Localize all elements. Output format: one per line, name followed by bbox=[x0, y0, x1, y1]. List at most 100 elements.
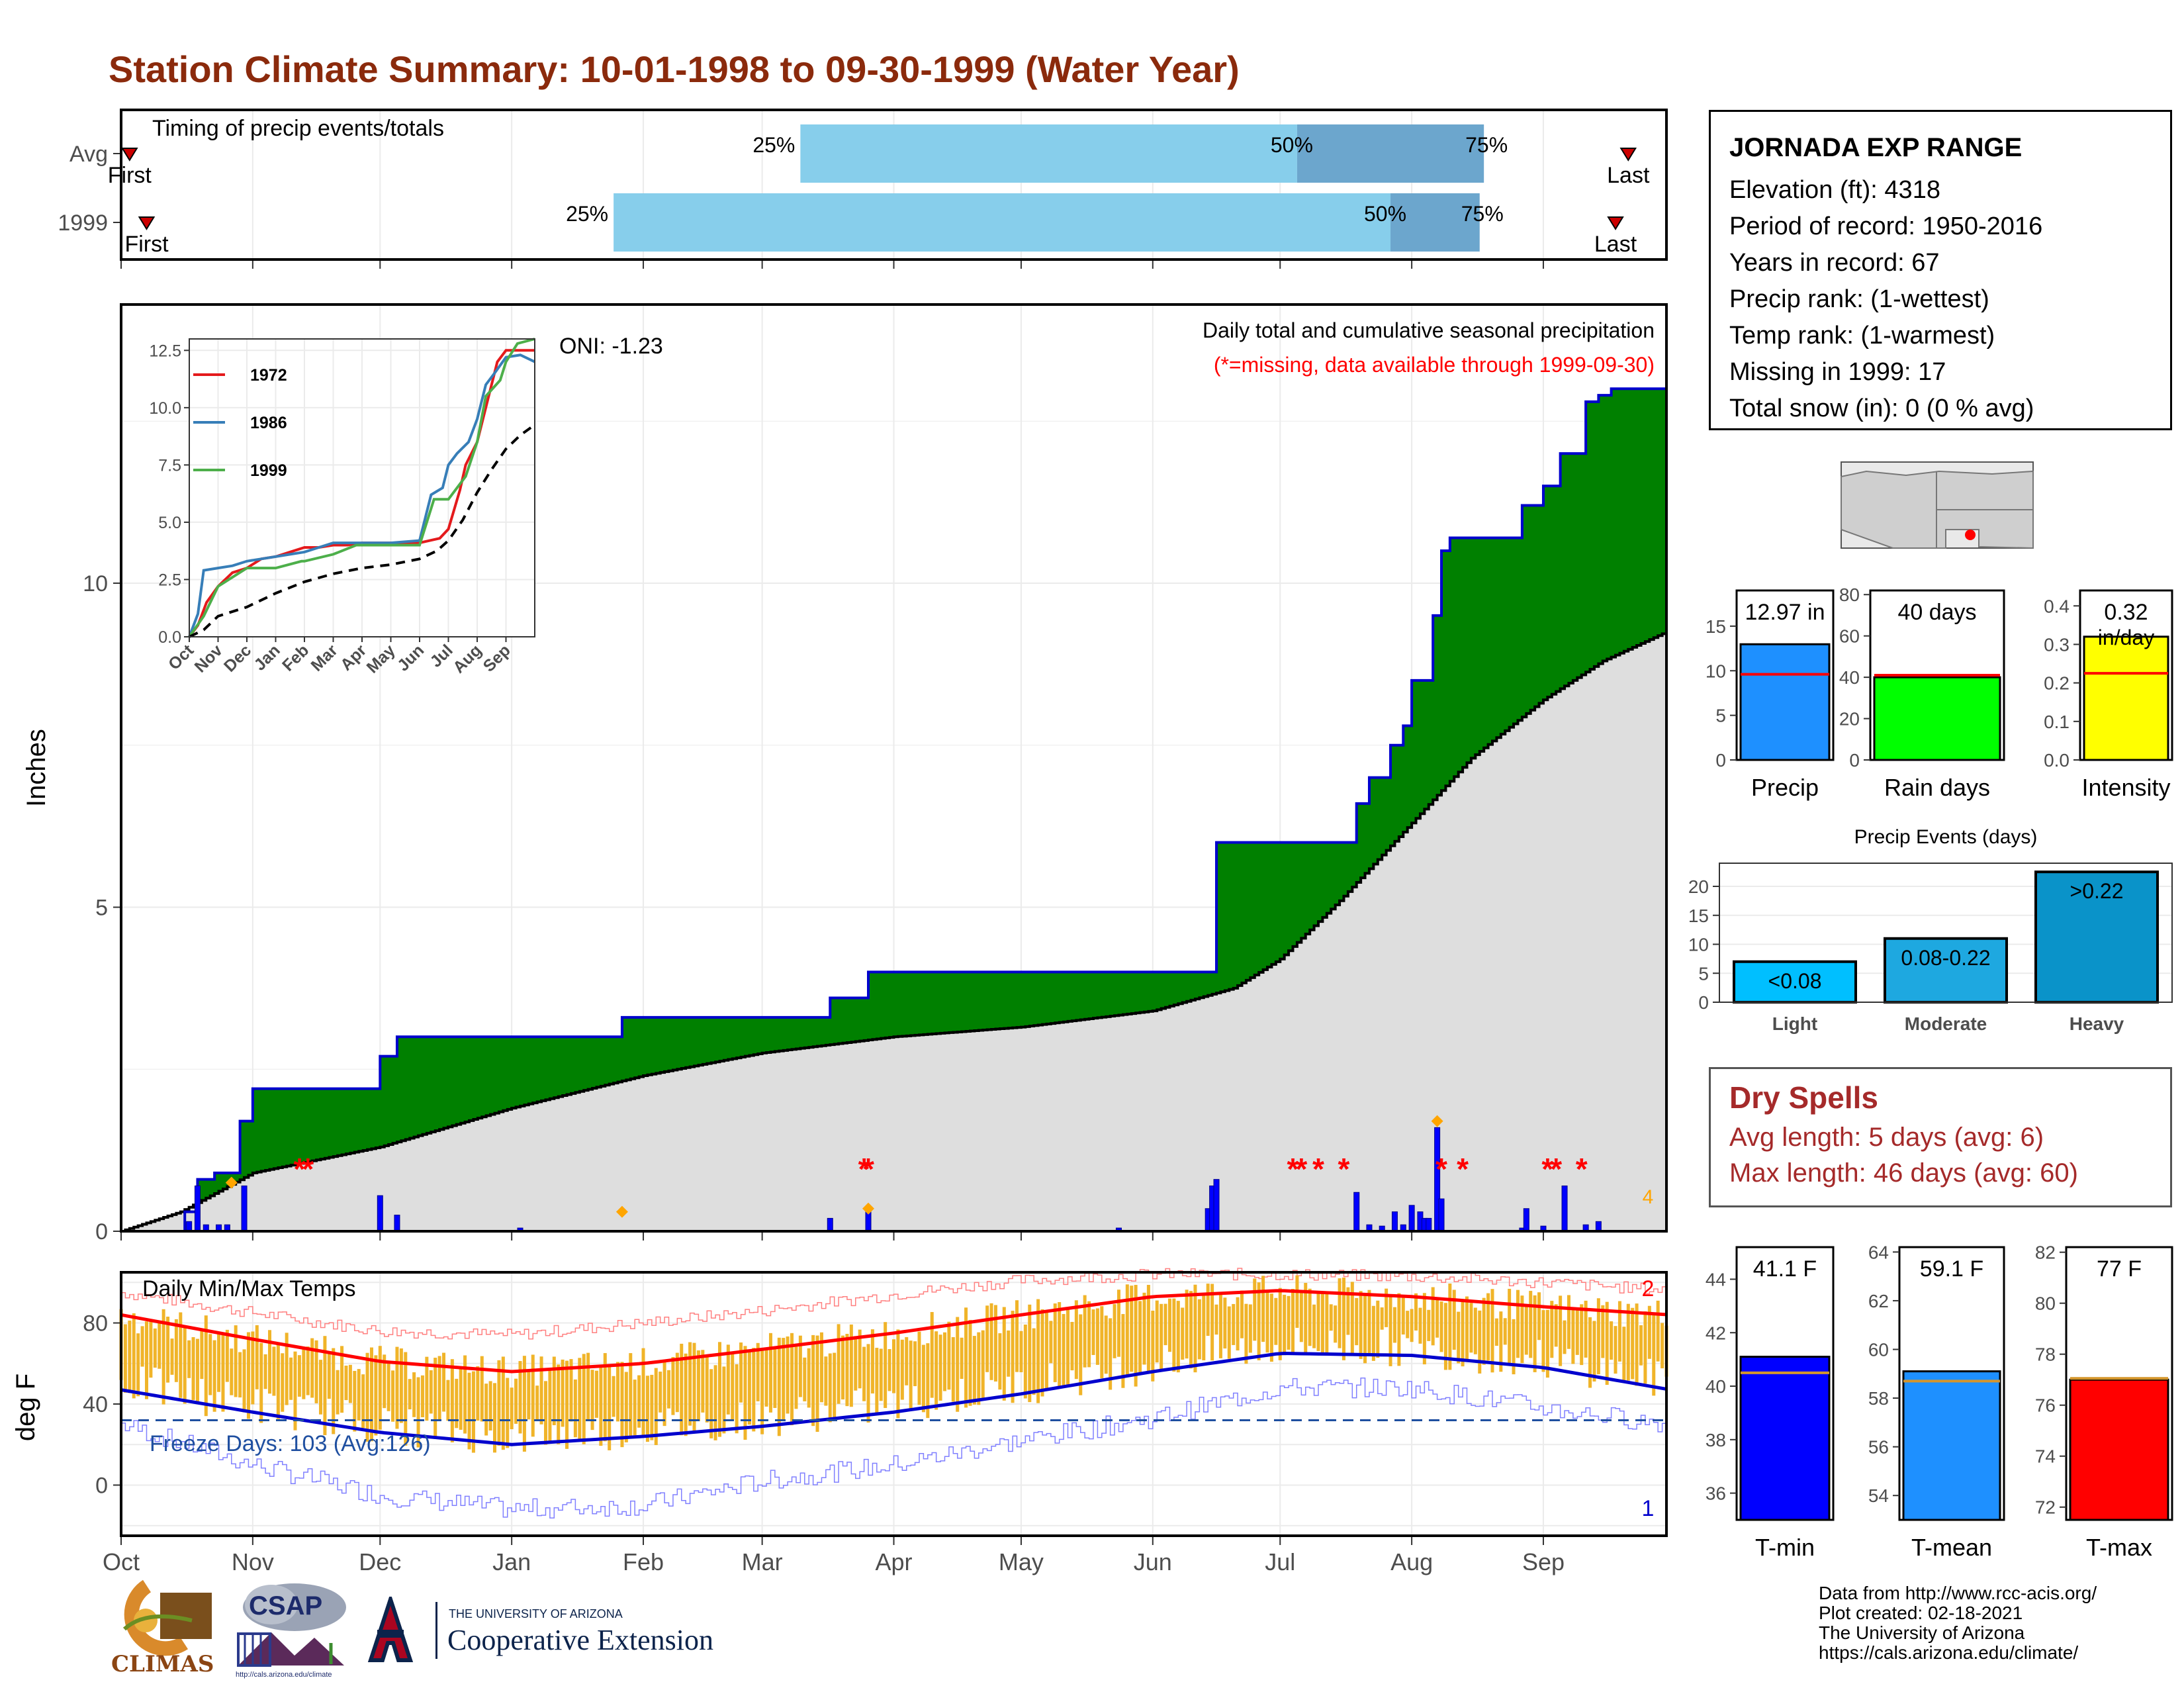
daily-temp-bar bbox=[786, 1336, 790, 1414]
dry-spells-max: Max length: 46 days (avg: 60) bbox=[1729, 1158, 2078, 1188]
daily-temp-bar bbox=[913, 1341, 917, 1387]
daily-temp-bar bbox=[1240, 1290, 1244, 1338]
daily-temp-bar bbox=[1202, 1295, 1206, 1360]
daily-temp-bar bbox=[833, 1352, 837, 1420]
daily-temp-bar bbox=[565, 1360, 569, 1449]
daily-temp-bar bbox=[323, 1336, 327, 1436]
daily-temp-bar bbox=[281, 1353, 285, 1412]
daily-temp-bar bbox=[629, 1353, 633, 1438]
daily-temp-bar bbox=[811, 1335, 815, 1427]
daily-temp-bar bbox=[543, 1381, 547, 1445]
daily-precip-bar bbox=[241, 1185, 248, 1232]
first-event-label: First bbox=[108, 163, 152, 188]
daily-temp-bar bbox=[1592, 1321, 1596, 1382]
daily-temp-bar bbox=[1610, 1321, 1614, 1360]
daily-temp-bar bbox=[1070, 1321, 1074, 1371]
daily-temp-bar bbox=[717, 1342, 721, 1437]
daily-temp-bar bbox=[1473, 1307, 1477, 1354]
daily-precip-bar bbox=[1353, 1192, 1360, 1232]
daily-temp-bar bbox=[1520, 1295, 1524, 1364]
daily-temp-bar bbox=[128, 1320, 132, 1393]
station-temp-rank: Temp rank: (1-warmest) bbox=[1729, 322, 1995, 350]
daily-precip-bar bbox=[1595, 1221, 1602, 1232]
daily-temp-bar bbox=[195, 1338, 199, 1402]
daily-temp-bar bbox=[1172, 1298, 1176, 1372]
daily-temp-bar bbox=[510, 1387, 514, 1430]
daily-temp-bar bbox=[251, 1331, 255, 1405]
missing-day-marker: * bbox=[293, 1152, 305, 1186]
daily-temp-bar bbox=[803, 1357, 807, 1401]
daily-temp-bar bbox=[217, 1333, 221, 1392]
events-bar-label: <0.08 bbox=[1768, 969, 1822, 993]
daily-temp-bar bbox=[1392, 1307, 1396, 1343]
daily-temp-bar bbox=[1032, 1328, 1036, 1395]
events-category-label: Heavy bbox=[2070, 1013, 2124, 1034]
temp-ylabel: deg F bbox=[11, 1374, 40, 1441]
daily-temp-bar bbox=[1516, 1289, 1520, 1358]
daily-temp-bar bbox=[773, 1348, 777, 1408]
daily-temp-bar bbox=[951, 1336, 955, 1402]
daily-temp-bar bbox=[1533, 1295, 1537, 1372]
daily-temp-bar bbox=[1109, 1318, 1113, 1390]
daily-temp-bar bbox=[768, 1333, 772, 1413]
daily-temp-bar bbox=[905, 1336, 909, 1385]
daily-temp-bar bbox=[374, 1355, 378, 1436]
daily-temp-bar bbox=[268, 1330, 272, 1394]
daily-temp-bar bbox=[1567, 1295, 1570, 1349]
snow-event-marker bbox=[1431, 1115, 1443, 1127]
missing-day-marker: * bbox=[1550, 1152, 1562, 1186]
daily-precip-bar bbox=[827, 1217, 833, 1232]
daily-precip-bar bbox=[1438, 1198, 1445, 1232]
dry-spells-box: Dry Spells Avg length: 5 days (avg: 6) M… bbox=[1709, 1067, 2172, 1207]
inset-border bbox=[189, 338, 535, 637]
daily-temp-bar bbox=[1283, 1294, 1287, 1356]
daily-temp-bar bbox=[645, 1376, 649, 1442]
daily-temp-bar bbox=[1091, 1309, 1095, 1355]
daily-temp-bar bbox=[1342, 1277, 1345, 1360]
daily-temp-bar bbox=[310, 1338, 314, 1398]
daily-temp-bar bbox=[1151, 1310, 1155, 1382]
temp-total-1-label: T-mean bbox=[1911, 1534, 1992, 1561]
precip-total-2-value-label: 0.32 bbox=[2104, 600, 2148, 625]
daily-temp-bar bbox=[1138, 1301, 1142, 1374]
timing-p25-label: 25% bbox=[566, 202, 608, 226]
station-info-box: JORNADA EXP RANGE Elevation (ft): 4318 P… bbox=[1709, 110, 2172, 430]
daily-temp-bar bbox=[212, 1340, 216, 1412]
daily-temp-bar bbox=[819, 1332, 823, 1403]
daily-temp-bar bbox=[501, 1356, 505, 1450]
cumulative-precip-avg-area bbox=[121, 632, 1666, 1231]
daily-temp-bar bbox=[862, 1346, 866, 1401]
daily-temp-bar bbox=[1019, 1331, 1023, 1372]
precip-total-0-ytick-label: 15 bbox=[1706, 616, 1726, 637]
daily-temp-bar bbox=[782, 1338, 786, 1420]
daily-temp-bar bbox=[318, 1360, 322, 1415]
daily-temp-bar bbox=[1113, 1304, 1116, 1358]
daily-temp-bar bbox=[616, 1362, 620, 1422]
daily-temp-bar bbox=[1631, 1307, 1635, 1380]
daily-temp-bar bbox=[998, 1333, 1002, 1390]
daily-precip-bar bbox=[1408, 1205, 1415, 1232]
events-category-label: Light bbox=[1772, 1013, 1817, 1034]
inset-legend-label: 1986 bbox=[250, 414, 287, 432]
daily-temp-bar bbox=[153, 1328, 157, 1368]
daily-temp-bar bbox=[365, 1352, 369, 1442]
daily-temp-bar bbox=[1304, 1283, 1308, 1354]
daily-temp-bar bbox=[1652, 1314, 1656, 1396]
dry-spells-avg: Avg length: 5 days (avg: 6) bbox=[1729, 1123, 2044, 1152]
daily-temp-bar bbox=[942, 1332, 946, 1391]
daily-temp-bar bbox=[1269, 1293, 1273, 1362]
month-axis-label: Apr bbox=[875, 1548, 912, 1575]
missing-day-marker: * bbox=[1435, 1152, 1447, 1186]
temp-total-1-ytick-label: 62 bbox=[1868, 1291, 1889, 1311]
daily-temp-bar bbox=[1074, 1300, 1078, 1380]
daily-temp-bar bbox=[1380, 1307, 1384, 1330]
daily-temp-bar bbox=[1397, 1293, 1401, 1366]
precip-total-2-label: Intensity bbox=[2081, 774, 2170, 801]
daily-temp-bar bbox=[484, 1383, 488, 1436]
daily-temp-bar bbox=[752, 1348, 756, 1432]
inset-ytick-label: 7.5 bbox=[158, 456, 181, 475]
daily-temp-bar bbox=[815, 1335, 819, 1432]
missing-day-marker: * bbox=[302, 1152, 314, 1186]
daily-temp-bar bbox=[561, 1359, 565, 1427]
